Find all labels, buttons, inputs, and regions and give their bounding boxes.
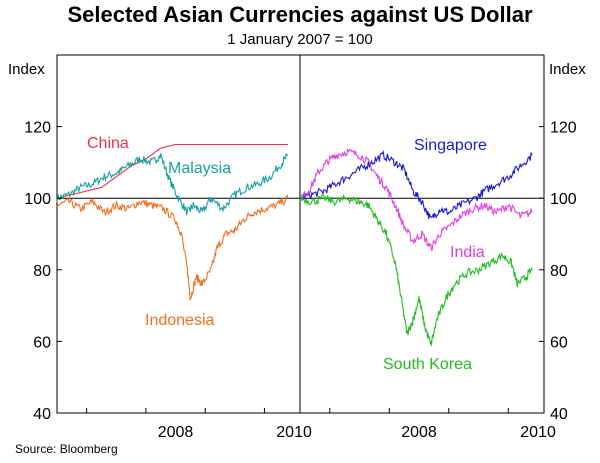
y-tick-label-left: 100 xyxy=(24,191,51,208)
y-tick-label-left: 60 xyxy=(33,334,51,351)
chart-subtitle: 1 January 2007 = 100 xyxy=(227,31,373,48)
y-tick-label-right: 100 xyxy=(550,191,577,208)
x-tick-label: 2008 xyxy=(158,424,194,441)
y-axis-title-right: Index xyxy=(549,61,586,78)
x-tick-label: 2010 xyxy=(276,424,312,441)
labels-layer: 40 40 60 60 80 80 100 100 120 120 Index Index 2008 20… xyxy=(8,61,586,441)
y-axis-title-left: Index xyxy=(8,61,45,78)
series-label-singapore: Singapore xyxy=(414,137,487,154)
y-tick-label-left: 120 xyxy=(24,120,51,137)
series-line-china xyxy=(56,143,289,199)
chart-frame xyxy=(56,54,545,414)
series-label-south-korea: South Korea xyxy=(383,356,472,373)
series-line-singapore xyxy=(299,149,533,220)
series-line-south-korea xyxy=(299,193,533,346)
series-line-india xyxy=(299,147,533,251)
series-label-malaysia: Malaysia xyxy=(168,160,231,177)
y-tick-label-right: 60 xyxy=(550,334,568,351)
series-line-indonesia xyxy=(56,194,289,301)
series-layer xyxy=(56,143,533,346)
series-label-china: China xyxy=(87,135,129,152)
y-tick-label-left: 40 xyxy=(33,406,51,423)
y-tick-label-right: 80 xyxy=(550,263,568,280)
x-tick-label: 2008 xyxy=(401,424,437,441)
y-tick-label-right: 40 xyxy=(550,406,568,423)
annotations-layer: China Malaysia Indonesia Singapore India Sout… xyxy=(87,135,487,373)
source-note: Source: Bloomberg xyxy=(15,442,118,456)
y-tick-label-right: 120 xyxy=(550,120,577,137)
series-label-indonesia: Indonesia xyxy=(145,312,214,329)
ticks-layer xyxy=(57,126,544,414)
chart-title: Selected Asian Currencies against US Dol… xyxy=(67,2,533,27)
series-line-malaysia xyxy=(56,152,289,216)
x-tick-label: 2010 xyxy=(520,424,556,441)
y-tick-label-left: 80 xyxy=(33,263,51,280)
series-label-india: India xyxy=(450,244,485,261)
